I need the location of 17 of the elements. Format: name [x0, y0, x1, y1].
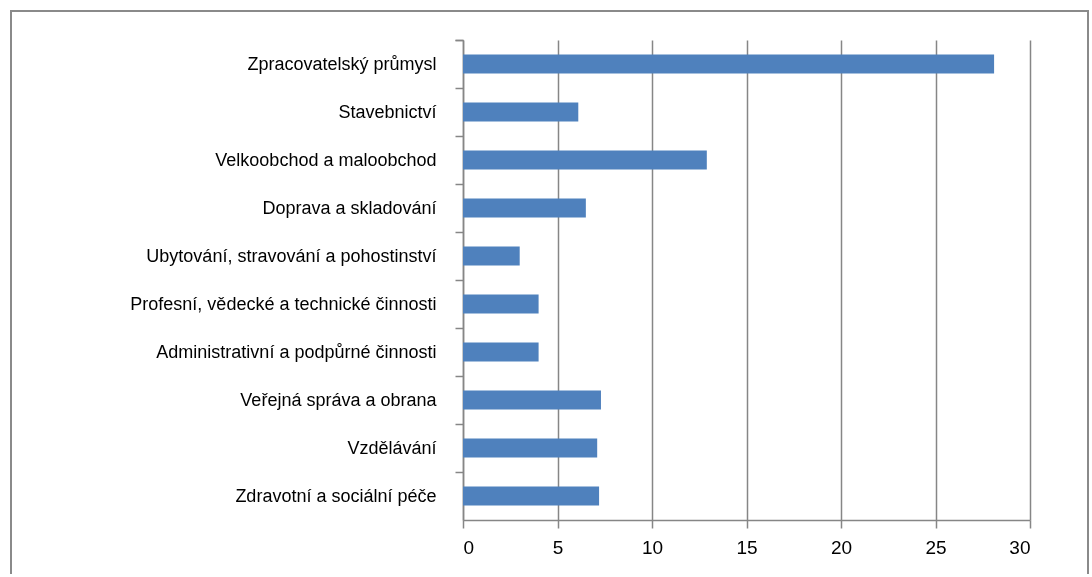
y-tick-label: Administrativní a podpůrné činnosti	[156, 341, 437, 362]
y-tick-label: Veřejná správa a obrana	[240, 389, 438, 410]
x-tick-label: 30	[1009, 536, 1031, 558]
x-tick-label: 5	[552, 536, 564, 558]
x-tick-label: 0	[463, 536, 475, 558]
x-tick-label: 10	[641, 536, 664, 558]
y-tick-label: Zdravotní a sociální péče	[235, 485, 437, 506]
y-tick-label: Ubytování, stravování a pohostinství	[146, 245, 437, 266]
y-tick-label: Profesní, vědecké a technické činnosti	[130, 293, 437, 314]
y-tick-label: Vzdělávání	[347, 437, 437, 458]
x-tick-label: 25	[925, 536, 947, 558]
x-tick-label: 20	[830, 536, 853, 558]
y-tick-label: Velkoobchod a maloobchod	[215, 149, 437, 170]
x-tick-label: 15	[736, 536, 758, 558]
y-tick-label: Zpracovatelský průmysl	[247, 53, 437, 74]
y-tick-label: Stavebnictví	[338, 101, 437, 122]
y-tick-label: Doprava a skladování	[262, 197, 437, 218]
